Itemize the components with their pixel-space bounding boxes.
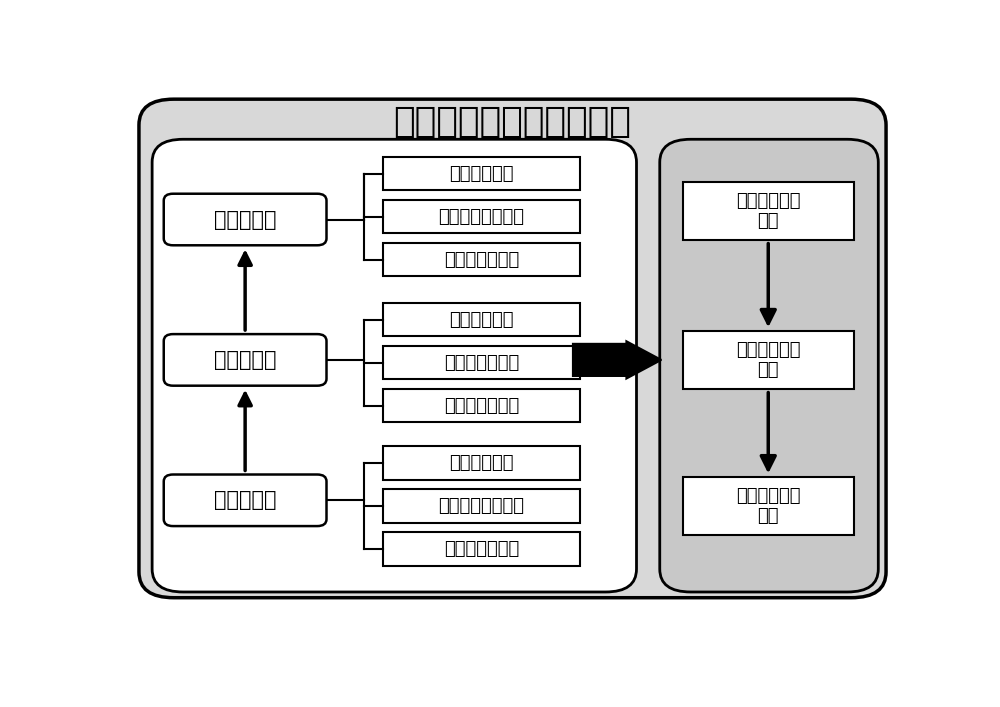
- Text: 业务承载层: 业务承载层: [214, 209, 276, 230]
- FancyBboxPatch shape: [660, 139, 878, 592]
- Text: 业务承载重要度: 业务承载重要度: [444, 250, 519, 269]
- FancyBboxPatch shape: [164, 194, 326, 245]
- Polygon shape: [573, 341, 661, 378]
- Text: 通信网络可靠性评价模型: 通信网络可靠性评价模型: [394, 105, 631, 139]
- Bar: [683, 477, 854, 534]
- Text: 链路故障发生
概率: 链路故障发生 概率: [736, 192, 800, 230]
- Text: 设备软硬件构成: 设备软硬件构成: [444, 540, 519, 558]
- Bar: [383, 489, 580, 522]
- Text: 物理设备层: 物理设备层: [214, 490, 276, 510]
- FancyBboxPatch shape: [164, 334, 326, 386]
- Text: 设备关键性能指标: 设备关键性能指标: [438, 497, 524, 515]
- FancyBboxPatch shape: [152, 139, 637, 592]
- Bar: [383, 532, 580, 566]
- FancyBboxPatch shape: [139, 99, 886, 597]
- Bar: [383, 200, 580, 233]
- Text: 链路可达性指标: 链路可达性指标: [444, 354, 519, 372]
- Text: 设备运行状态: 设备运行状态: [449, 454, 514, 472]
- Text: 光缆可靠性指标: 光缆可靠性指标: [444, 397, 519, 415]
- Bar: [383, 303, 580, 337]
- Bar: [383, 243, 580, 276]
- Bar: [383, 446, 580, 479]
- Text: 故障影响业务
程度: 故障影响业务 程度: [736, 486, 800, 525]
- Bar: [683, 332, 854, 389]
- Bar: [383, 157, 580, 190]
- FancyBboxPatch shape: [164, 474, 326, 526]
- Text: 故障影响业务
范围: 故障影响业务 范围: [736, 341, 800, 379]
- Text: 传输网络层: 传输网络层: [214, 350, 276, 370]
- Text: 网络负载强度: 网络负载强度: [449, 311, 514, 329]
- Bar: [383, 346, 580, 380]
- Text: 路由关联因素: 路由关联因素: [449, 165, 514, 182]
- Text: 业务通道组织因素: 业务通道组织因素: [438, 208, 524, 226]
- Bar: [683, 182, 854, 240]
- Bar: [383, 389, 580, 422]
